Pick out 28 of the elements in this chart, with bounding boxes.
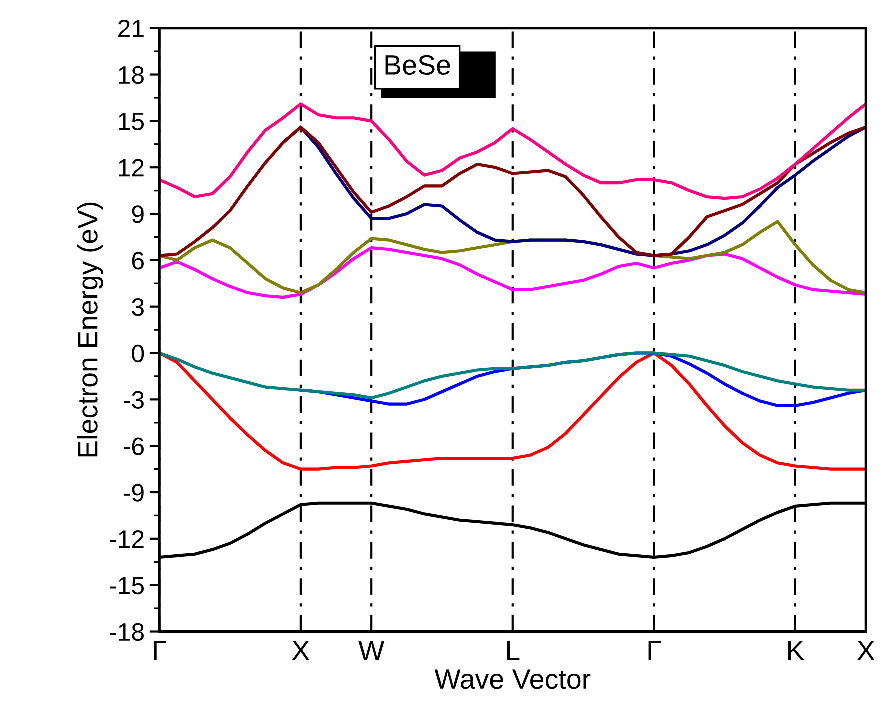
x-axis-title: Wave Vector: [434, 670, 591, 690]
y-axis-title: Electron Energy (eV): [77, 202, 104, 457]
y-tick-label: 9: [132, 206, 144, 224]
y-tick-label: 12: [119, 159, 144, 177]
x-tick-label: X: [292, 641, 310, 660]
y-tick-label: -6: [124, 438, 144, 456]
x-tick-label: W: [358, 641, 385, 660]
x-tick-label: Γ: [154, 641, 167, 660]
x-tick-label: X: [857, 641, 875, 660]
line-series: [160, 352, 866, 400]
line-series: [160, 102, 866, 200]
line-series: [160, 246, 866, 300]
y-tick-label: -3: [124, 391, 144, 409]
y-tick-label: 6: [132, 252, 144, 270]
y-tick-label: -9: [124, 484, 144, 502]
y-tick-label: 21: [118, 20, 144, 38]
x-tick-label: Γ: [648, 641, 662, 660]
y-tick-label: 0: [132, 344, 144, 363]
y-tick-label: -18: [110, 623, 144, 642]
x-tick-label: L: [507, 641, 520, 660]
x-tick-label: K: [788, 641, 804, 660]
y-tick-label: -15: [110, 577, 144, 595]
annotation: BeSe: [386, 55, 450, 76]
y-tick-label: 18: [119, 66, 144, 84]
y-tick-label: -12: [110, 530, 144, 548]
y-tick-label: 3: [132, 298, 144, 316]
line-series: [160, 126, 866, 258]
y-tick-label: 15: [119, 113, 144, 130]
